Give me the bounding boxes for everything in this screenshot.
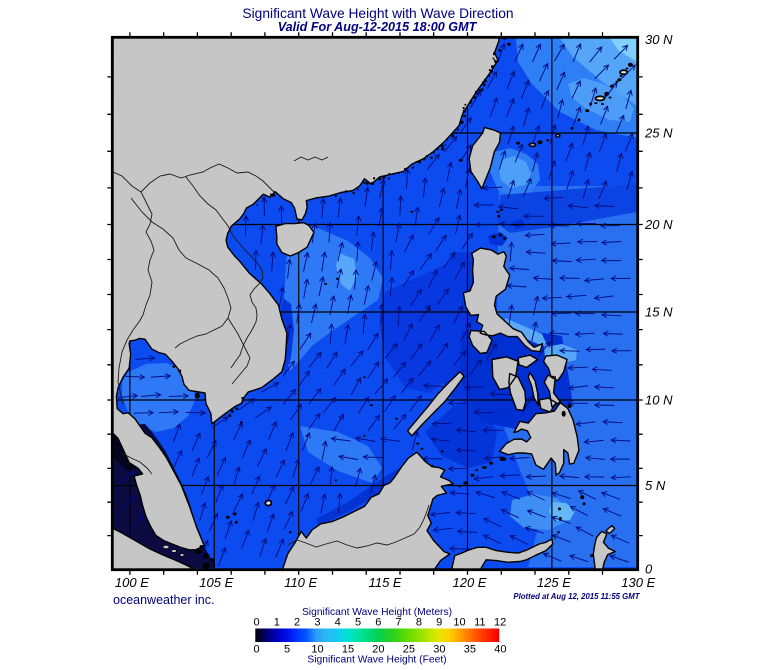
svg-text:40: 40 [494, 644, 506, 656]
svg-text:0: 0 [253, 644, 259, 656]
svg-text:15 N: 15 N [645, 305, 673, 320]
svg-text:20: 20 [372, 644, 384, 656]
svg-text:30 N: 30 N [645, 32, 673, 47]
svg-text:7: 7 [396, 617, 402, 629]
svg-text:11: 11 [474, 617, 485, 629]
svg-text:5: 5 [355, 617, 361, 629]
svg-text:30: 30 [433, 644, 445, 656]
svg-text:25: 25 [403, 644, 415, 656]
svg-text:5 N: 5 N [645, 478, 666, 493]
svg-text:10: 10 [453, 617, 465, 629]
svg-text:130 E: 130 E [621, 575, 655, 590]
svg-text:15: 15 [342, 644, 354, 656]
svg-text:Significant Wave Height with W: Significant Wave Height with Wave Direct… [242, 6, 513, 21]
svg-text:100 E: 100 E [115, 575, 149, 590]
svg-text:2: 2 [294, 617, 300, 629]
svg-text:20 N: 20 N [644, 217, 673, 232]
svg-text:8: 8 [416, 617, 422, 629]
svg-text:0: 0 [645, 562, 653, 577]
svg-text:35: 35 [464, 644, 476, 656]
svg-text:4: 4 [335, 617, 341, 629]
svg-text:25 N: 25 N [644, 126, 673, 141]
svg-text:Plotted at Aug 12, 2015 11:55: Plotted at Aug 12, 2015 11:55 GMT [513, 592, 640, 601]
svg-text:6: 6 [375, 617, 381, 629]
svg-text:3: 3 [314, 617, 320, 629]
svg-text:125 E: 125 E [537, 575, 571, 590]
svg-text:12: 12 [494, 617, 506, 629]
svg-text:110 E: 110 E [284, 575, 317, 590]
svg-text:1: 1 [274, 617, 280, 629]
svg-text:10: 10 [311, 644, 323, 656]
svg-text:10 N: 10 N [645, 393, 673, 408]
svg-text:9: 9 [436, 617, 442, 629]
svg-text:115 E: 115 E [369, 575, 402, 590]
svg-text:Significant Wave Height (Meter: Significant Wave Height (Meters) [302, 607, 452, 618]
svg-text:0: 0 [253, 617, 259, 629]
svg-text:120 E: 120 E [453, 575, 487, 590]
svg-text:105 E: 105 E [199, 575, 233, 590]
svg-text:5: 5 [284, 644, 290, 656]
svg-text:Significant Wave Height (Feet): Significant Wave Height (Feet) [307, 655, 446, 666]
svg-text:oceanweather inc.: oceanweather inc. [113, 593, 214, 607]
svg-text:Valid For Aug-12-2015 18:00 GM: Valid For Aug-12-2015 18:00 GMT [278, 20, 478, 34]
